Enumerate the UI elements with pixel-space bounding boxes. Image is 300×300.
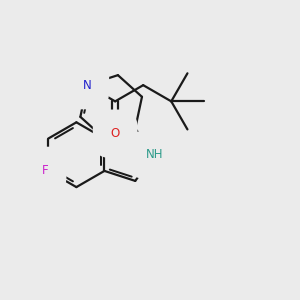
Text: F: F (42, 164, 49, 177)
Text: N: N (83, 79, 92, 92)
Text: O: O (110, 127, 120, 140)
Text: NH: NH (146, 148, 163, 161)
